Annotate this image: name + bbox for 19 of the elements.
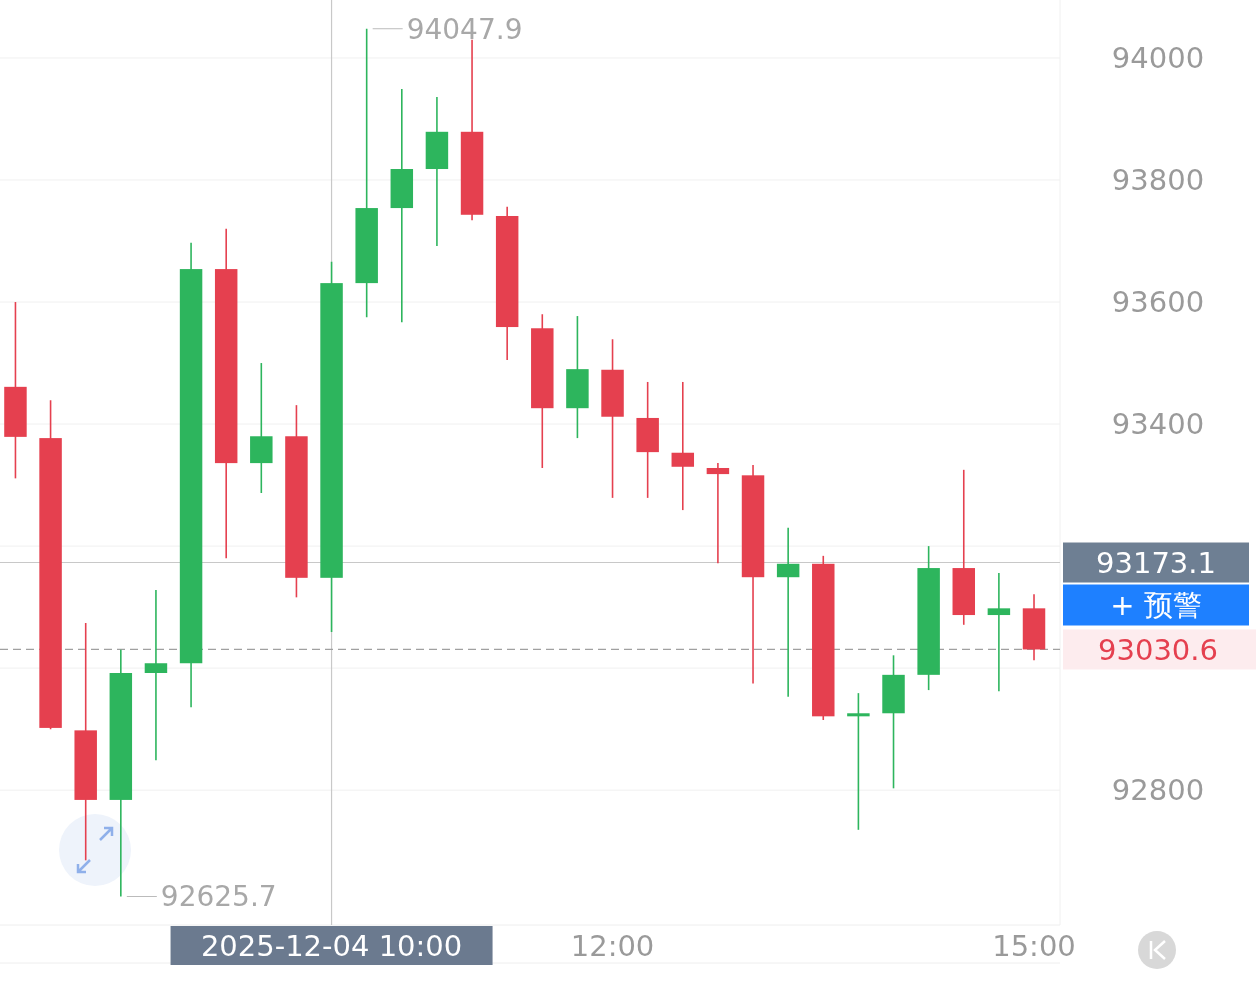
y-tick-label: 93800 — [1111, 163, 1205, 198]
candlestick — [987, 572, 1011, 693]
candlestick — [776, 526, 800, 698]
y-tick-label: 93600 — [1111, 285, 1205, 320]
candlestick — [847, 692, 870, 831]
candlestick — [706, 462, 730, 564]
x-tick-label: 15:00 — [992, 929, 1076, 964]
ref-line-label: 2025-12-04 10:00 — [200, 929, 463, 964]
x-tick-label: 12:00 — [570, 929, 655, 964]
text: + 预警 — [1110, 587, 1202, 622]
candlestick — [144, 589, 168, 762]
ref-line-label: 93173.1 — [1096, 545, 1216, 580]
ref-line-label: 93030.6 — [1098, 632, 1218, 667]
y-tick-label: 94000 — [1111, 41, 1205, 76]
candlestick — [671, 381, 695, 511]
annotation: 92625.7 — [160, 880, 277, 914]
y-tick-label: 93400 — [1111, 407, 1205, 442]
annotation: 94047.9 — [406, 12, 523, 46]
y-tick-label: 92800 — [1111, 773, 1205, 808]
